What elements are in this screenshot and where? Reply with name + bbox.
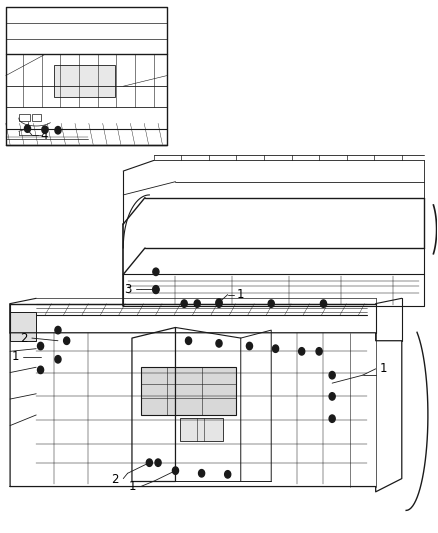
Text: 4: 4	[41, 128, 48, 141]
Bar	[10, 312, 36, 341]
Circle shape	[55, 126, 61, 134]
Circle shape	[247, 342, 253, 350]
Text: 1: 1	[380, 362, 388, 375]
Circle shape	[225, 471, 231, 478]
Circle shape	[55, 356, 61, 363]
Circle shape	[64, 337, 70, 344]
Circle shape	[216, 299, 222, 306]
Circle shape	[299, 348, 305, 355]
Circle shape	[153, 286, 159, 293]
Bar	[19, 114, 30, 120]
Text: 2: 2	[111, 473, 119, 486]
Circle shape	[173, 467, 179, 474]
FancyBboxPatch shape	[141, 367, 237, 415]
Text: 1: 1	[11, 350, 19, 363]
Circle shape	[181, 300, 187, 308]
Circle shape	[272, 345, 279, 352]
Circle shape	[316, 348, 322, 355]
Circle shape	[38, 342, 44, 350]
Circle shape	[268, 300, 274, 308]
Circle shape	[155, 459, 161, 466]
Circle shape	[38, 366, 44, 374]
Circle shape	[153, 268, 159, 276]
Text: 1: 1	[237, 288, 244, 301]
Circle shape	[198, 470, 205, 477]
Circle shape	[329, 393, 335, 400]
FancyBboxPatch shape	[53, 65, 115, 97]
Text: 3: 3	[124, 283, 132, 296]
Text: 2: 2	[20, 332, 28, 344]
Circle shape	[216, 300, 222, 308]
Circle shape	[55, 326, 61, 334]
Circle shape	[185, 337, 191, 344]
Text: 1: 1	[129, 480, 136, 493]
Bar	[32, 114, 41, 120]
Circle shape	[25, 125, 31, 132]
Bar	[180, 418, 223, 441]
Circle shape	[329, 372, 335, 379]
Circle shape	[329, 415, 335, 422]
Circle shape	[216, 340, 222, 347]
Circle shape	[194, 300, 200, 308]
Circle shape	[321, 300, 326, 308]
Circle shape	[153, 286, 159, 294]
Circle shape	[42, 126, 48, 133]
Circle shape	[146, 459, 152, 466]
